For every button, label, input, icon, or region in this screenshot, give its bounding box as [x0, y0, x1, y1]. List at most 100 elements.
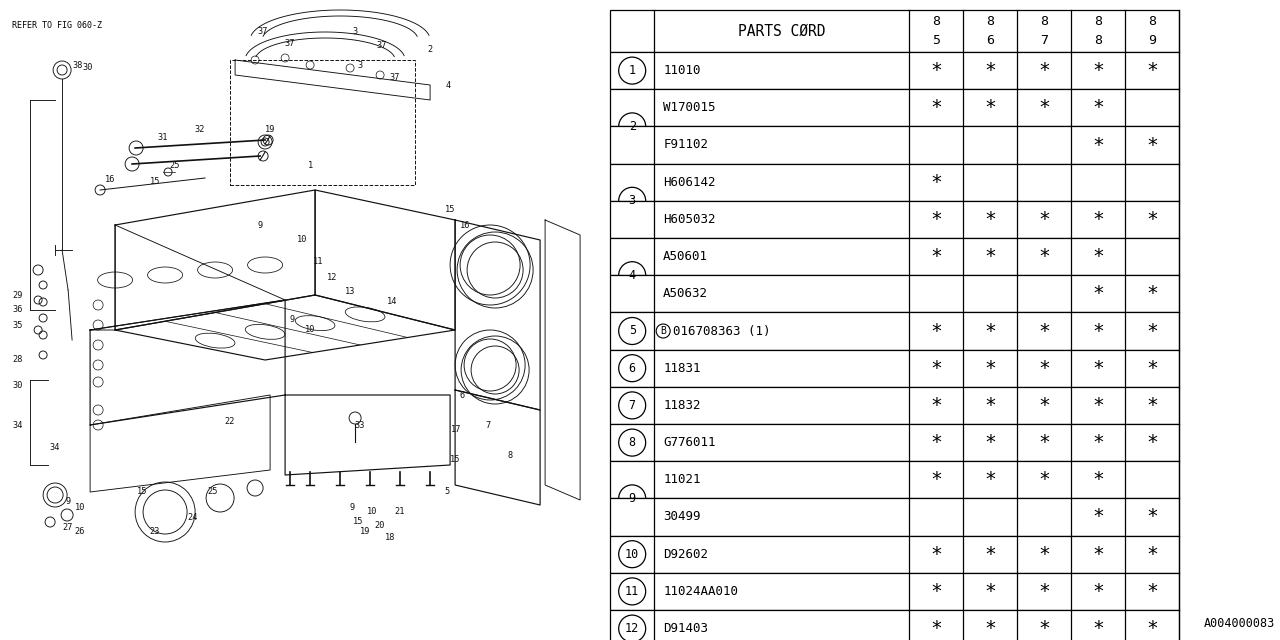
Text: 6: 6: [986, 34, 995, 47]
Text: 16: 16: [105, 175, 115, 184]
Text: 31: 31: [157, 134, 169, 143]
Text: 11024AA010: 11024AA010: [663, 585, 739, 598]
Text: 13: 13: [344, 287, 356, 296]
Text: A004000083: A004000083: [1203, 617, 1275, 630]
Text: 19: 19: [265, 125, 275, 134]
Text: 37: 37: [257, 28, 269, 36]
Text: 17: 17: [451, 426, 461, 435]
Text: 8: 8: [986, 15, 995, 28]
Text: 10: 10: [625, 548, 639, 561]
Text: 11: 11: [312, 257, 324, 266]
Text: *: *: [1038, 321, 1050, 340]
Text: 15: 15: [150, 177, 160, 186]
Text: 27: 27: [63, 524, 73, 532]
Text: 37: 37: [285, 40, 296, 49]
Text: PARTS CØRD: PARTS CØRD: [737, 24, 826, 38]
Text: 9: 9: [257, 221, 262, 230]
Text: *: *: [1146, 61, 1158, 80]
Text: *: *: [1092, 433, 1103, 452]
Text: 8: 8: [1148, 15, 1156, 28]
Text: *: *: [984, 358, 996, 378]
Text: *: *: [984, 582, 996, 601]
Text: *: *: [984, 545, 996, 564]
Text: 11: 11: [625, 585, 639, 598]
Bar: [611, 10, 1179, 52]
Text: 24: 24: [188, 513, 198, 522]
Text: 30499: 30499: [663, 511, 700, 524]
Text: 23: 23: [150, 527, 160, 536]
Bar: [611, 424, 1179, 461]
Text: 6: 6: [460, 390, 465, 399]
Text: *: *: [984, 61, 996, 80]
Bar: [611, 52, 1179, 89]
Text: A50632: A50632: [663, 287, 708, 300]
Bar: [611, 610, 1179, 640]
Text: H606142: H606142: [663, 176, 716, 189]
Text: 22: 22: [225, 417, 236, 426]
Text: *: *: [1146, 210, 1158, 229]
Text: 25: 25: [170, 161, 180, 170]
Text: *: *: [1146, 396, 1158, 415]
Text: 1: 1: [307, 161, 312, 170]
Text: 7: 7: [628, 399, 636, 412]
Text: A50601: A50601: [663, 250, 708, 263]
Text: *: *: [1092, 582, 1103, 601]
Text: *: *: [1038, 99, 1050, 117]
Text: 5: 5: [932, 34, 940, 47]
Text: 5: 5: [628, 324, 636, 337]
Text: *: *: [1038, 470, 1050, 490]
Text: *: *: [1038, 396, 1050, 415]
Text: *: *: [1092, 136, 1103, 154]
Text: *: *: [931, 247, 942, 266]
Text: *: *: [1146, 136, 1158, 154]
Text: 3: 3: [628, 195, 636, 207]
Text: 34: 34: [13, 420, 23, 429]
Text: *: *: [931, 396, 942, 415]
Text: *: *: [931, 173, 942, 192]
Text: *: *: [1038, 619, 1050, 638]
Text: 12: 12: [625, 622, 639, 635]
Text: *: *: [1146, 619, 1158, 638]
Text: *: *: [931, 582, 942, 601]
Text: 8: 8: [507, 451, 513, 460]
Text: *: *: [1092, 247, 1103, 266]
Text: 29: 29: [13, 291, 23, 300]
Text: *: *: [1146, 321, 1158, 340]
Text: 3: 3: [352, 28, 357, 36]
Text: *: *: [1146, 433, 1158, 452]
Text: 36: 36: [13, 305, 23, 314]
Text: 14: 14: [387, 298, 397, 307]
Bar: [611, 126, 1179, 164]
Text: 016708363 (1): 016708363 (1): [673, 324, 771, 337]
Text: 7: 7: [1041, 34, 1048, 47]
Text: *: *: [984, 396, 996, 415]
Text: *: *: [1092, 508, 1103, 527]
Text: *: *: [1092, 99, 1103, 117]
Text: *: *: [1092, 396, 1103, 415]
Text: 10: 10: [305, 326, 315, 335]
Text: *: *: [931, 210, 942, 229]
Text: *: *: [931, 470, 942, 490]
Text: *: *: [1146, 284, 1158, 303]
Text: *: *: [931, 321, 942, 340]
Text: 10: 10: [74, 504, 86, 513]
Text: D91403: D91403: [663, 622, 708, 635]
Text: 15: 15: [445, 205, 456, 214]
Text: 28: 28: [13, 355, 23, 365]
Text: 20: 20: [375, 520, 385, 529]
Text: 9: 9: [628, 492, 636, 505]
Text: 37: 37: [376, 40, 388, 49]
Text: REFER TO FIG 060-Z: REFER TO FIG 060-Z: [12, 22, 102, 31]
Text: *: *: [984, 619, 996, 638]
Text: *: *: [984, 210, 996, 229]
Text: 4: 4: [628, 269, 636, 282]
Bar: [611, 238, 1179, 275]
Text: 7: 7: [485, 420, 490, 429]
Text: 9: 9: [1148, 34, 1156, 47]
Text: G776011: G776011: [663, 436, 716, 449]
Text: 18: 18: [385, 532, 396, 541]
Text: *: *: [984, 470, 996, 490]
Text: 10: 10: [367, 508, 378, 516]
Text: *: *: [1038, 247, 1050, 266]
Text: 34: 34: [50, 444, 60, 452]
